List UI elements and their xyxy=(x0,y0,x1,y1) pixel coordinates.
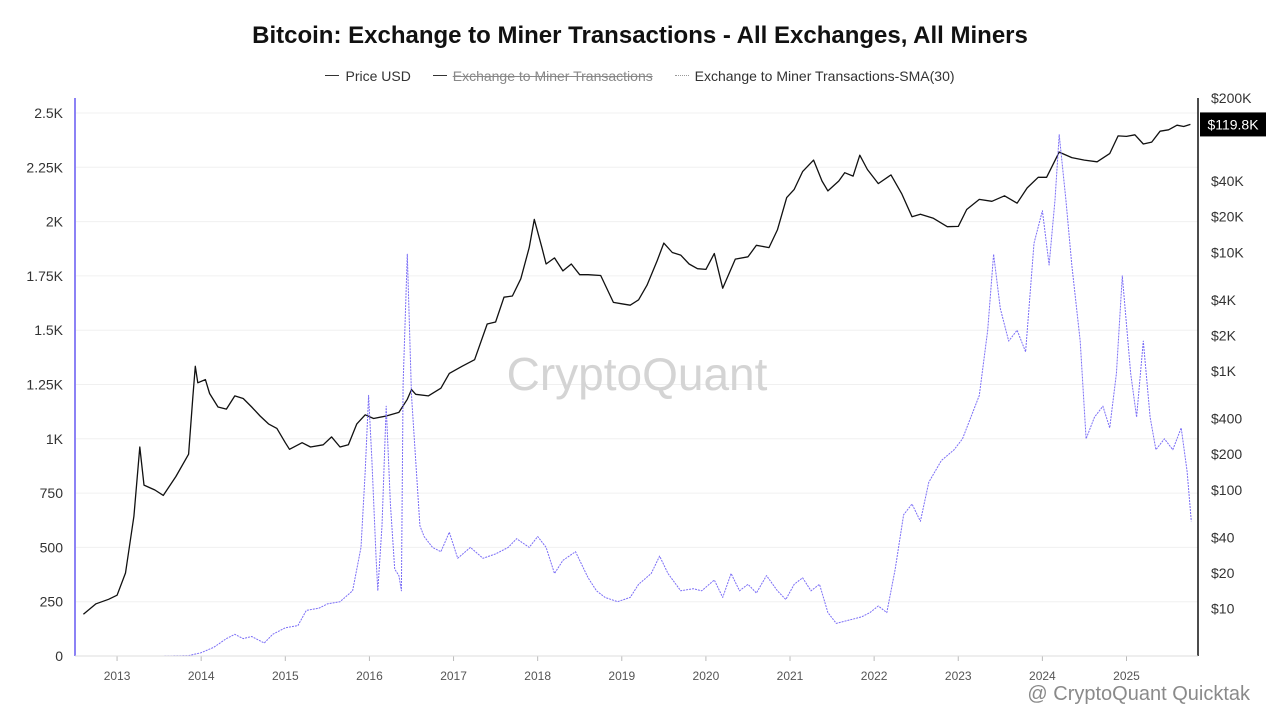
watermark: CryptoQuant xyxy=(507,348,768,400)
y-left-tick-label: 2.5K xyxy=(34,105,63,121)
current-price-label: $119.8K xyxy=(1207,116,1259,132)
current-price-badge xyxy=(1200,112,1266,137)
y-right-tick-label: $10 xyxy=(1211,601,1235,617)
legend-item-price[interactable]: Price USD xyxy=(325,67,411,84)
x-tick-label: 2017 xyxy=(440,669,467,683)
y-right-tick-label: $200 xyxy=(1211,446,1242,462)
series-line-2 xyxy=(83,134,1192,657)
x-tick-label: 2018 xyxy=(524,669,551,683)
legend-swatch-price xyxy=(325,75,340,76)
footer-watermark: @ CryptoQuant Quicktak xyxy=(1027,683,1251,705)
legend-label-price: Price USD xyxy=(345,67,411,84)
y-right-tick-label: $100 xyxy=(1211,482,1242,498)
y-right-tick-label: $20 xyxy=(1211,565,1235,581)
y-right-tick-label: $200K xyxy=(1211,90,1252,106)
y-left-tick-label: 1.75K xyxy=(26,268,63,284)
y-right-tick-label: $2K xyxy=(1211,327,1237,343)
x-tick-label: 2020 xyxy=(693,669,720,683)
y-left-tick-label: 2.25K xyxy=(26,159,63,175)
y-left-tick-label: 1.5K xyxy=(34,322,63,338)
y-right-tick-label: $10K xyxy=(1211,244,1244,260)
y-left-tick-label: 750 xyxy=(40,485,64,501)
y-right-tick-label: $1K xyxy=(1211,363,1237,379)
y-left-tick-label: 0 xyxy=(55,648,63,664)
series-layer xyxy=(82,123,1192,657)
y-right-tick-label: $40 xyxy=(1211,529,1235,545)
y-right-tick-label: $20K xyxy=(1211,209,1244,225)
y-right-tick-label: $400 xyxy=(1211,411,1242,427)
y-left-tick-label: 500 xyxy=(40,539,64,555)
watermark-text: CryptoQuant xyxy=(507,348,768,400)
series-line-0 xyxy=(82,123,1191,615)
chart-title: Bitcoin: Exchange to Miner Transactions … xyxy=(252,22,1028,49)
legend-swatch-sma xyxy=(674,75,689,76)
x-tick-label: 2015 xyxy=(272,669,299,683)
axes-layer: 0 250 500 750 1K 1.25K 1.5K 1.75K 2K 2.25K 2.5K $20… xyxy=(26,90,1266,705)
y-left-tick-label: 1.25K xyxy=(26,377,63,393)
y-left-tick-label: 250 xyxy=(40,594,64,610)
chart-legend: Price USD Exchange to Miner Transactions… xyxy=(0,63,1280,84)
legend-swatch-transactions xyxy=(432,75,447,76)
x-tick-label: 2022 xyxy=(861,669,888,683)
x-tick-label: 2014 xyxy=(188,669,215,683)
x-tick-label: 2025 xyxy=(1113,669,1140,683)
legend-label-sma: Exchange to Miner Transactions-SMA(30) xyxy=(694,67,955,84)
x-tick-label: 2019 xyxy=(608,669,635,683)
x-tick-label: 2013 xyxy=(104,669,131,683)
legend-label-transactions: Exchange to Miner Transactions xyxy=(452,67,653,84)
legend-item-transactions[interactable]: Exchange to Miner Transactions xyxy=(432,67,653,84)
legend-item-sma[interactable]: Exchange to Miner Transactions-SMA(30) xyxy=(674,67,955,84)
x-tick-label: 2021 xyxy=(777,669,804,683)
x-tick-label: 2023 xyxy=(945,669,972,683)
y-right-tick-label: $40K xyxy=(1211,173,1244,189)
y-left-tick-label: 2K xyxy=(46,214,64,230)
y-left-tick-label: 1K xyxy=(46,431,64,447)
grid-lines xyxy=(75,112,1198,657)
x-tick-label: 2016 xyxy=(356,669,383,683)
x-tick-label: 2024 xyxy=(1029,669,1056,683)
y-right-tick-label: $4K xyxy=(1211,292,1237,308)
